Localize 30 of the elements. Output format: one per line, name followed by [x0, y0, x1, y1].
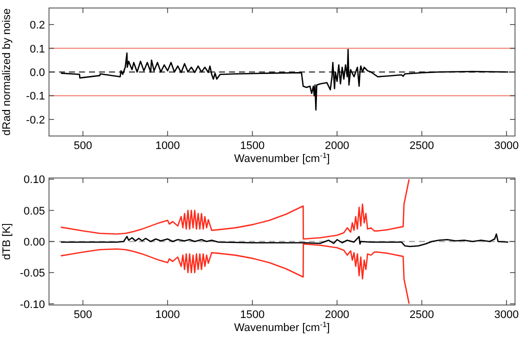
line-series [60, 48, 509, 111]
x-tick-label: 1000 [155, 309, 180, 321]
x-tick-label: 1500 [240, 309, 265, 321]
x-axis-title: Wavenumber [cm$^{-1}$] [234, 150, 330, 165]
y-tick-label: -0.10 [20, 298, 45, 311]
y-axis-title: dRad normalized by noise [1, 8, 13, 136]
line-series [60, 178, 410, 240]
x-tick-label: 2000 [324, 309, 350, 321]
x-tick-label: 1500 [240, 140, 265, 152]
x-tick-label: 3000 [494, 309, 519, 321]
y-tick-label: 0.05 [24, 205, 45, 218]
x-tick-label: 3000 [494, 140, 519, 152]
x-tick-label: 1000 [155, 140, 180, 152]
y-tick-label: -0.1 [26, 90, 45, 103]
y-tick-label: 0.1 [30, 43, 45, 56]
x-tick-label: 2500 [410, 309, 434, 321]
y-axis-title: dTB [K] [1, 223, 13, 260]
x-tick-label: 2500 [410, 140, 434, 152]
y-tick-label: 0.00 [24, 236, 45, 248]
line-series [60, 243, 410, 304]
x-tick-label: 2000 [324, 140, 350, 152]
y-tick-label: 0.2 [30, 20, 45, 32]
line-series [60, 233, 509, 248]
x-tick-label: 500 [74, 140, 92, 152]
y-tick-label: -0.2 [26, 114, 45, 126]
x-axis-title: Wavenumber [cm$^{-1}$] [234, 320, 330, 334]
y-tick-label: 0.10 [24, 174, 45, 186]
x-tick-label: 500 [74, 309, 92, 321]
y-tick-label: 0.0 [30, 67, 45, 79]
y-tick-label: -0.05 [20, 268, 45, 280]
